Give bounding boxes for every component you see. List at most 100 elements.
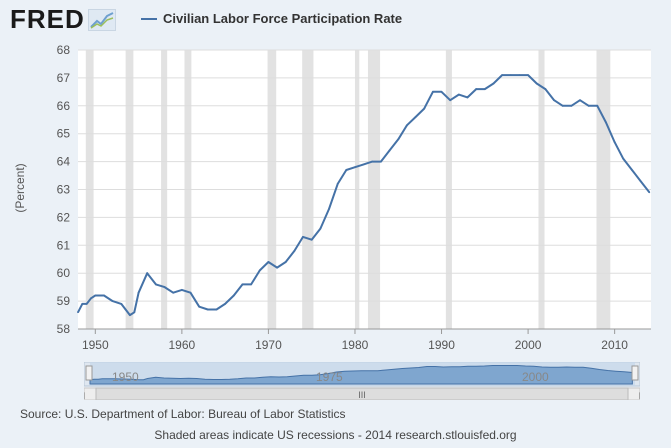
y-axis-label: (Percent) — [13, 163, 27, 212]
x-tick-label-2000: 2000 — [515, 338, 542, 352]
data-point — [553, 99, 555, 102]
navigator-label-1950: 1950 — [112, 370, 139, 384]
data-point — [423, 107, 426, 110]
scroll-left-icon[interactable]: ◀ — [78, 390, 85, 400]
data-point — [518, 74, 521, 77]
data-point — [232, 294, 235, 297]
data-point — [561, 104, 564, 107]
y-tick-label-65: 65 — [57, 127, 71, 141]
data-point — [397, 138, 400, 141]
data-point — [293, 249, 296, 252]
chart-line-icon — [88, 9, 116, 31]
data-point — [457, 93, 460, 96]
y-tick-label-68: 68 — [57, 43, 71, 57]
data-point — [414, 116, 417, 118]
legend-swatch — [141, 17, 157, 20]
data-point — [466, 96, 469, 99]
data-point — [319, 227, 322, 230]
data-point — [483, 88, 486, 90]
gridlines — [78, 49, 651, 330]
navigator-series-area — [89, 365, 633, 385]
data-point — [90, 297, 92, 300]
data-point — [302, 236, 304, 238]
data-point — [258, 269, 261, 272]
data-point — [103, 294, 105, 297]
range-navigator[interactable]: 1950 1975 2000 III ◀ ▶ — [78, 361, 647, 401]
data-point — [310, 238, 313, 241]
data-point — [613, 141, 616, 143]
data-point — [509, 74, 512, 77]
data-point — [206, 308, 209, 311]
y-tick-label-58: 58 — [57, 322, 71, 336]
navigator-label-1975: 1975 — [316, 370, 343, 384]
data-point — [639, 180, 642, 183]
data-point — [180, 289, 183, 291]
data-point — [587, 104, 590, 107]
y-tick-label-66: 66 — [57, 99, 71, 113]
data-point — [475, 88, 478, 90]
data-point — [241, 283, 244, 286]
data-point — [631, 169, 633, 171]
legend-label: Civilian Labor Force Participation Rate — [163, 11, 403, 26]
data-point — [250, 283, 253, 286]
data-point — [189, 291, 192, 294]
data-point — [81, 302, 84, 305]
y-tick-label-60: 60 — [57, 266, 71, 280]
data-point — [284, 261, 287, 263]
data-point — [440, 90, 443, 93]
data-point — [371, 160, 374, 163]
x-tick-label-1990: 1990 — [428, 338, 455, 352]
data-point — [345, 169, 348, 171]
data-point — [276, 266, 278, 269]
navigator-right-handle[interactable] — [631, 365, 639, 381]
data-point — [501, 74, 504, 77]
data-point — [605, 121, 607, 124]
data-point — [137, 291, 140, 294]
data-point — [198, 305, 201, 308]
chart-header: FRED Civilian Labor Force Participation … — [0, 0, 671, 38]
series-layer — [77, 74, 651, 317]
data-point — [215, 308, 218, 311]
data-point — [648, 191, 651, 194]
x-tick-label-1970: 1970 — [255, 338, 282, 352]
data-point — [406, 124, 408, 127]
data-point — [133, 311, 136, 314]
chart-legend[interactable]: Civilian Labor Force Participation Rate — [141, 11, 402, 26]
data-point — [120, 302, 123, 305]
data-point — [449, 99, 452, 102]
data-point — [336, 183, 339, 185]
x-axis: 1950 1960 1970 1980 1990 2000 2010 — [82, 329, 628, 352]
fred-logo[interactable]: FRED — [10, 4, 85, 34]
data-point — [579, 99, 581, 102]
data-point — [146, 272, 149, 275]
data-point — [224, 302, 227, 305]
data-point — [129, 314, 131, 316]
x-tick-label-1950: 1950 — [82, 338, 109, 352]
data-point — [124, 308, 127, 311]
data-point — [596, 104, 599, 107]
x-tick-label-1980: 1980 — [342, 338, 369, 352]
data-point — [163, 286, 166, 289]
y-tick-label-61: 61 — [57, 238, 71, 252]
scrollbar-grip: III — [358, 390, 366, 400]
data-point — [622, 157, 625, 160]
data-point — [328, 208, 330, 210]
x-tick-label-2010: 2010 — [601, 338, 628, 352]
y-tick-label-67: 67 — [57, 71, 71, 85]
data-point — [85, 302, 88, 305]
navigator-left-handle[interactable] — [85, 365, 93, 381]
data-point — [362, 163, 365, 166]
data-point — [94, 294, 97, 297]
data-point — [354, 166, 356, 169]
data-point — [111, 300, 114, 302]
data-point — [380, 160, 382, 163]
y-axis: 58 59 60 61 62 63 64 65 66 67 68 — [57, 43, 71, 336]
navigator-svg[interactable]: 1950 1975 2000 III ◀ ▶ — [78, 361, 647, 401]
data-point — [535, 82, 538, 85]
data-point — [388, 149, 391, 152]
data-point — [155, 283, 157, 286]
y-tick-label-59: 59 — [57, 294, 71, 308]
data-point — [492, 82, 495, 85]
data-point — [172, 291, 175, 294]
